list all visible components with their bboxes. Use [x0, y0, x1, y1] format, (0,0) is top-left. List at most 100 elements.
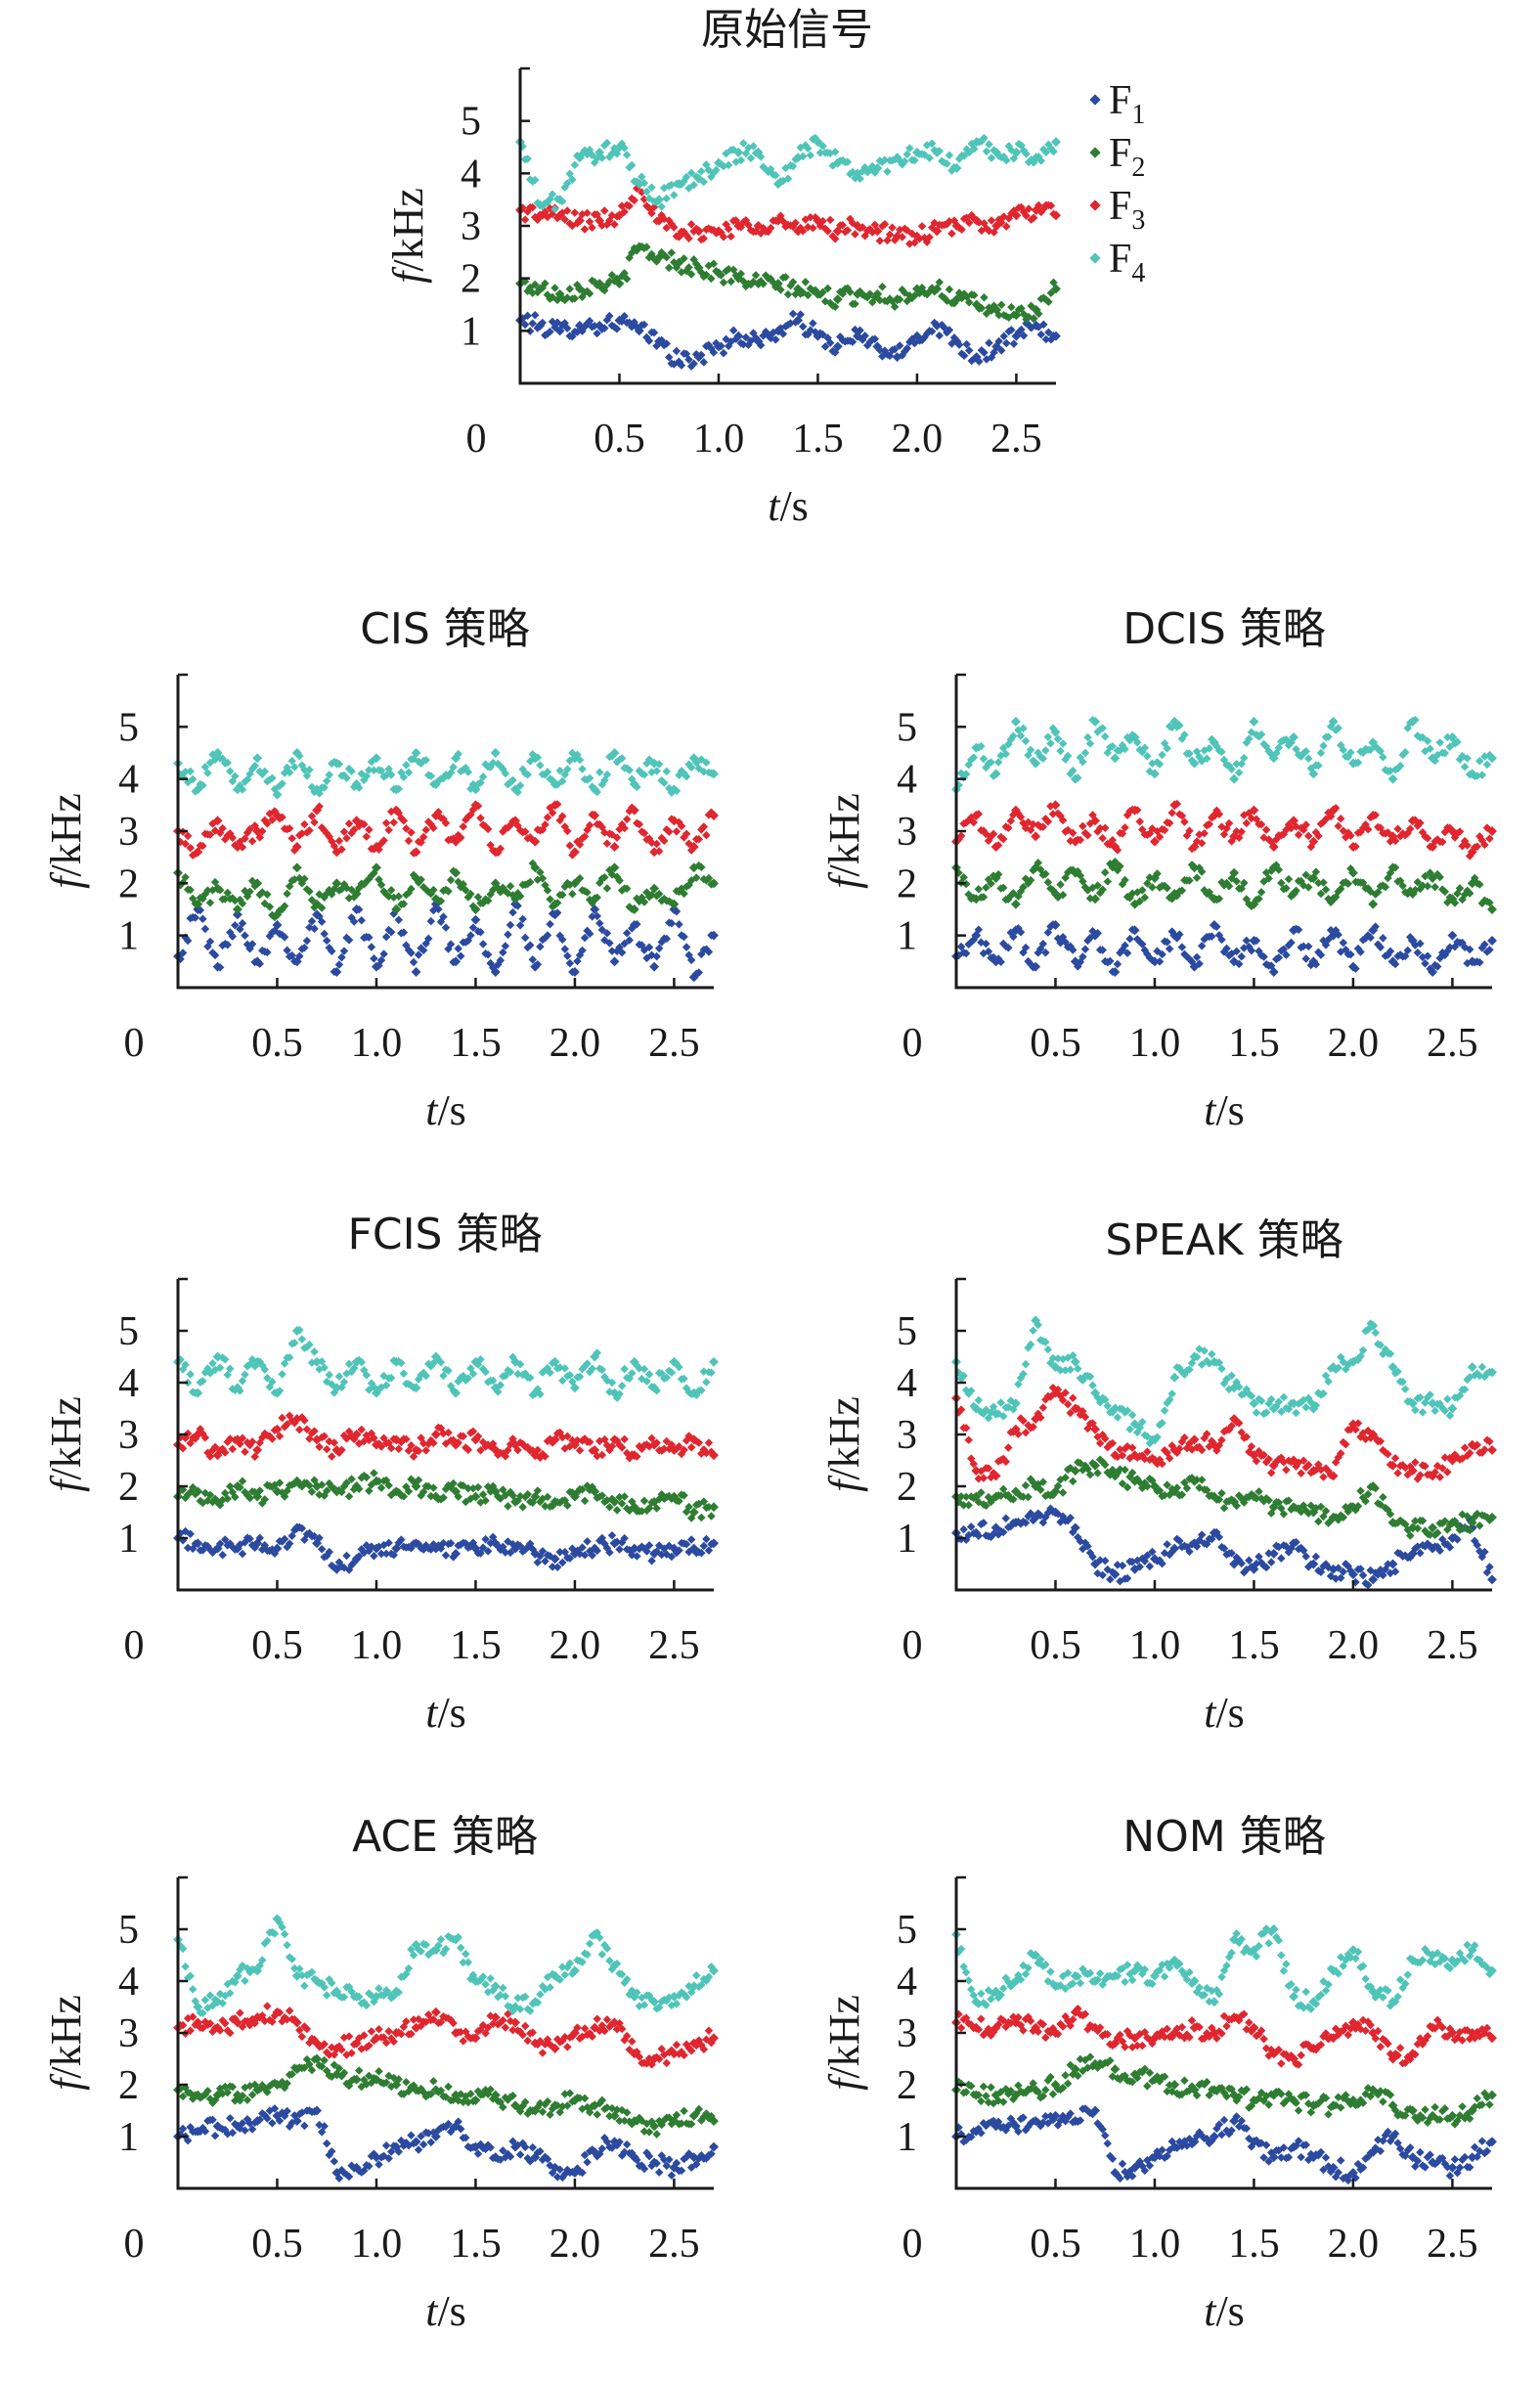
point-f4 [402, 761, 411, 770]
point-f3 [285, 2006, 294, 2015]
point-f4 [1066, 1365, 1075, 1375]
point-f1 [538, 318, 548, 328]
point-f2 [518, 1502, 527, 1512]
point-f1 [728, 326, 738, 335]
point-f1 [945, 326, 954, 334]
point-f4 [1043, 732, 1053, 741]
point-f1 [322, 2138, 331, 2148]
point-f3 [1294, 830, 1303, 840]
point-f3 [421, 825, 430, 835]
point-f2 [1430, 882, 1439, 892]
x-tick-label: 1.0 [1129, 1623, 1181, 1668]
x-axis-title: t/s [1204, 1086, 1245, 1134]
point-f4 [662, 194, 671, 203]
y-tick-label: 5 [897, 1309, 917, 1354]
point-f1 [820, 342, 830, 351]
x-tick-label: 2.5 [1427, 1021, 1478, 1066]
point-f1 [200, 924, 210, 934]
point-f3 [875, 236, 885, 245]
x-tick-label: 2.0 [1328, 1623, 1380, 1668]
point-f2 [684, 263, 693, 272]
y-tick-label: 4 [118, 758, 139, 803]
point-f2 [644, 2128, 654, 2137]
point-f1 [1304, 942, 1313, 951]
point-f3 [1282, 1465, 1291, 1475]
point-f2 [702, 270, 711, 280]
point-f3 [570, 208, 580, 217]
point-f1 [895, 341, 904, 350]
point-f1 [414, 2145, 423, 2154]
point-f1 [342, 1551, 351, 1561]
point-f2 [1034, 309, 1043, 319]
panel-title: CIS 策略 [360, 604, 530, 654]
point-f2 [652, 2130, 661, 2138]
point-f4 [310, 1347, 319, 1356]
point-f2 [1090, 894, 1101, 904]
point-f1 [664, 353, 674, 362]
point-f1 [935, 331, 945, 340]
point-f4 [634, 179, 644, 190]
point-f2 [580, 1496, 590, 1506]
point-f1 [798, 322, 808, 331]
x-tick-label: 0.5 [251, 1623, 303, 1668]
point-f2 [783, 289, 793, 299]
point-f1 [302, 936, 312, 946]
point-f3 [322, 1444, 331, 1454]
origin-label: 0 [124, 1623, 145, 1668]
point-f1 [426, 916, 436, 926]
point-f1 [622, 2139, 632, 2149]
point-f4 [644, 1370, 654, 1379]
point-f3 [1297, 1469, 1305, 1477]
point-f1 [1268, 1548, 1279, 1559]
y-axis-unit: /kHz [384, 188, 432, 272]
y-tick-label: 2 [118, 1465, 139, 1510]
point-f1 [1118, 1561, 1127, 1570]
point-f1 [560, 945, 570, 953]
point-f1 [649, 328, 659, 337]
point-f4 [1249, 717, 1259, 727]
point-f1 [741, 332, 751, 342]
point-f4 [1113, 1413, 1122, 1422]
point-f1 [709, 348, 719, 357]
point-f2 [585, 289, 594, 298]
point-f2 [344, 1492, 354, 1501]
point-f3 [1038, 1403, 1048, 1412]
y-tick-label: 4 [118, 1361, 139, 1406]
point-f3 [726, 232, 735, 242]
point-f1 [1080, 945, 1090, 954]
point-f4 [1316, 748, 1326, 758]
origin-label: 0 [466, 417, 487, 462]
point-f3 [964, 1435, 973, 1444]
point-f4 [490, 748, 501, 758]
point-f2 [1024, 1492, 1033, 1502]
point-f4 [702, 1378, 711, 1387]
point-f1 [649, 961, 660, 972]
point-f1 [1044, 328, 1053, 337]
point-f4 [1430, 1406, 1439, 1416]
y-tick-label: 3 [897, 1413, 917, 1458]
series-group [173, 1914, 719, 2183]
point-f4 [536, 761, 545, 770]
point-f1 [546, 327, 554, 336]
point-f4 [186, 1370, 195, 1379]
point-f1 [1001, 1514, 1010, 1523]
point-f4 [982, 147, 991, 156]
panel-title: 原始信号 [701, 5, 873, 55]
point-f1 [675, 920, 683, 929]
point-f2 [504, 1502, 512, 1511]
point-f2 [932, 284, 943, 294]
origin-label: 0 [902, 1623, 923, 1668]
point-f1 [210, 2131, 220, 2140]
point-f4 [1056, 746, 1065, 756]
point-f2 [945, 285, 954, 294]
point-f3 [1135, 817, 1144, 826]
point-f2 [667, 248, 677, 257]
y-tick-label: 3 [118, 810, 139, 855]
point-f4 [595, 768, 604, 776]
point-f2 [801, 278, 811, 287]
point-f2 [1056, 880, 1065, 889]
point-f2 [1284, 874, 1294, 884]
x-tick-label: 1.5 [792, 417, 844, 462]
y-tick-label: 1 [461, 309, 481, 354]
